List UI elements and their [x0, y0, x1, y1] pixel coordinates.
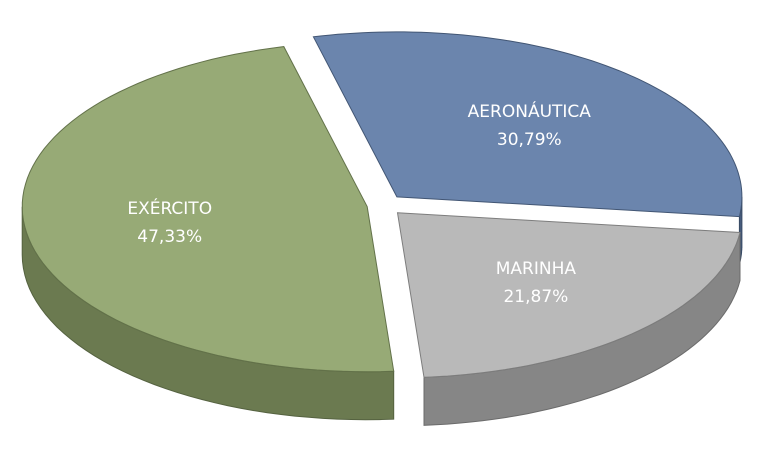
slice — [21, 46, 395, 421]
slice — [312, 31, 743, 265]
slice-label: MARINHA — [496, 259, 577, 279]
slice-label: EXÉRCITO — [127, 197, 212, 219]
slice-label: AERONÁUTICA — [468, 100, 592, 122]
slice — [396, 212, 741, 426]
slice-top — [21, 46, 395, 373]
slice-value-label: 47,33% — [137, 227, 202, 247]
slice-top — [396, 212, 741, 378]
slice-value-label: 30,79% — [497, 130, 562, 150]
slice-value-label: 21,87% — [503, 287, 568, 307]
slice-top — [312, 31, 743, 218]
